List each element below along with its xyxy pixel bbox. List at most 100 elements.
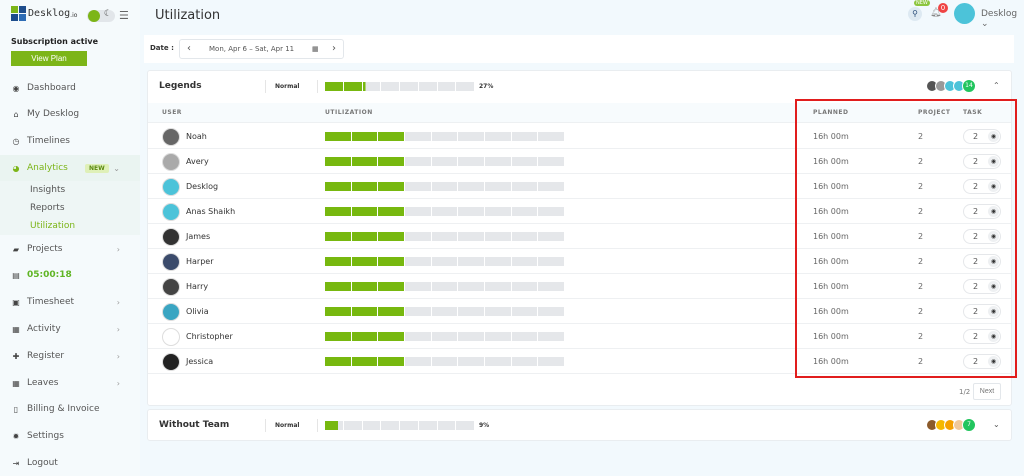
subnav-reports[interactable]: Reports: [0, 199, 140, 217]
sidebar-item-register[interactable]: ✚ Register ›: [0, 343, 140, 369]
util-segment: [485, 257, 511, 266]
chevron-right-icon: ›: [116, 297, 120, 307]
util-segment: [362, 82, 381, 91]
util-segment: [456, 421, 474, 430]
avatar: [162, 128, 180, 146]
util-segment: [538, 282, 565, 291]
task-count[interactable]: 2 ◉: [963, 204, 1001, 219]
team-header[interactable]: Legends Normal 27% 14 ⌃: [148, 71, 1011, 103]
table-row: Christopher 16h 00m 2 2 ◉: [148, 324, 1011, 349]
sidebar-item-timesheet[interactable]: ▣ Timesheet ›: [0, 289, 140, 315]
chevron-down-icon[interactable]: ⌄: [993, 420, 1000, 429]
util-segment: [458, 132, 485, 141]
util-segment: [485, 232, 511, 241]
task-count[interactable]: 2 ◉: [963, 354, 1001, 369]
util-segment: [362, 421, 381, 430]
sidebar-item-leaves[interactable]: ▦ Leaves ›: [0, 370, 140, 396]
sidebar-item-activity[interactable]: ▦ Activity ›: [0, 316, 140, 342]
util-segment: [378, 282, 405, 291]
date-range-picker[interactable]: ‹ Mon, Apr 6 – Sat, Apr 11 ▦ ›: [179, 39, 344, 59]
project-count: 2: [918, 357, 924, 366]
member-avatars[interactable]: 14: [926, 79, 976, 93]
team-name: Without Team: [159, 420, 230, 430]
task-value: 2: [973, 332, 979, 341]
eye-icon[interactable]: ◉: [988, 206, 999, 217]
util-segment: [351, 332, 378, 341]
util-segment: [325, 421, 343, 430]
util-segment: [538, 182, 565, 191]
logo-text: Desklog: [28, 8, 71, 19]
team-name: Legends: [159, 81, 202, 91]
user-name: Anas Shaikh: [186, 207, 236, 216]
eye-icon[interactable]: ◉: [988, 281, 999, 292]
sidebar-item-projects[interactable]: ▰ Projects ›: [0, 236, 140, 262]
planned-hours: 16h 00m: [813, 357, 849, 366]
team-header[interactable]: Without Team Normal 9% 7 ⌄: [148, 410, 1011, 442]
sidebar-item-my-desklog[interactable]: ⌂ My Desklog: [0, 101, 140, 127]
task-value: 2: [973, 257, 979, 266]
calendar-icon[interactable]: ▦: [312, 45, 319, 53]
util-segment: [431, 332, 458, 341]
nav-label: Dashboard: [27, 83, 76, 93]
util-segment: [538, 132, 565, 141]
prev-week-icon[interactable]: ‹: [187, 43, 191, 54]
sidebar-item-analytics[interactable]: ◕ Analytics NEW ⌄: [0, 155, 140, 181]
eye-icon[interactable]: ◉: [988, 156, 999, 167]
sidebar-item-timer[interactable]: ▤ 05:00:18: [0, 262, 140, 288]
date-filter-bar: Date : ‹ Mon, Apr 6 – Sat, Apr 11 ▦ ›: [144, 35, 1014, 63]
task-count[interactable]: 2 ◉: [963, 129, 1001, 144]
view-plan-button[interactable]: View Plan: [11, 51, 87, 66]
logo[interactable]: Desklog .io: [11, 6, 77, 21]
eye-icon[interactable]: ◉: [988, 231, 999, 242]
util-segment: [405, 157, 431, 166]
theme-toggle[interactable]: ☾: [87, 9, 115, 22]
util-segment: [405, 257, 431, 266]
util-segment: [485, 357, 511, 366]
task-count[interactable]: 2 ◉: [963, 279, 1001, 294]
subnav-insights[interactable]: Insights: [0, 181, 140, 199]
sidebar: Desklog .io ☾ ☰ Subscription active View …: [0, 0, 140, 476]
menu-icon[interactable]: ☰: [119, 9, 129, 22]
task-count[interactable]: 2 ◉: [963, 329, 1001, 344]
col-utilization: UTILIZATION: [325, 109, 373, 116]
user-avatar[interactable]: [954, 3, 975, 24]
eye-icon[interactable]: ◉: [988, 131, 999, 142]
nav-label: My Desklog: [27, 109, 80, 119]
task-count[interactable]: 2 ◉: [963, 229, 1001, 244]
planned-hours: 16h 00m: [813, 207, 849, 216]
task-count[interactable]: 2 ◉: [963, 179, 1001, 194]
task-count[interactable]: 2 ◉: [963, 304, 1001, 319]
eye-icon[interactable]: ◉: [988, 256, 999, 267]
next-week-icon[interactable]: ›: [332, 43, 336, 54]
sidebar-item-dashboard[interactable]: ◉ Dashboard: [0, 75, 140, 101]
eye-icon[interactable]: ◉: [988, 181, 999, 192]
next-page-button[interactable]: Next: [973, 383, 1001, 400]
bell-icon[interactable]: 🔔︎: [930, 8, 942, 18]
task-count[interactable]: 2 ◉: [963, 154, 1001, 169]
user-menu[interactable]: Desklog ⌄: [981, 9, 1024, 29]
eye-icon[interactable]: ◉: [988, 356, 999, 367]
sidebar-item-settings[interactable]: ✹ Settings: [0, 423, 140, 449]
logo-mark-icon: [11, 6, 26, 21]
sidebar-item-logout[interactable]: ⇥ Logout: [0, 450, 140, 476]
eye-icon[interactable]: ◉: [988, 306, 999, 317]
logo-suffix: .io: [70, 11, 78, 19]
util-segment: [538, 257, 565, 266]
eye-icon[interactable]: ◉: [988, 331, 999, 342]
task-value: 2: [973, 157, 979, 166]
util-segment: [351, 307, 378, 316]
chevron-right-icon: ›: [116, 244, 120, 254]
table-row: Harry 16h 00m 2 2 ◉: [148, 274, 1011, 299]
sidebar-item-timelines[interactable]: ◷ Timelines: [0, 128, 140, 154]
task-count[interactable]: 2 ◉: [963, 254, 1001, 269]
subnav-utilization[interactable]: Utilization: [0, 217, 140, 235]
chevron-up-icon[interactable]: ⌃: [993, 81, 1000, 90]
member-count: 14: [962, 79, 976, 93]
member-avatars[interactable]: 7: [926, 418, 976, 432]
util-segment: [325, 257, 351, 266]
util-segment: [351, 207, 378, 216]
search-icon[interactable]: ⚲: [908, 7, 922, 21]
project-count: 2: [918, 157, 924, 166]
sidebar-item-billing[interactable]: ▯ Billing & Invoice: [0, 396, 140, 422]
planned-hours: 16h 00m: [813, 332, 849, 341]
